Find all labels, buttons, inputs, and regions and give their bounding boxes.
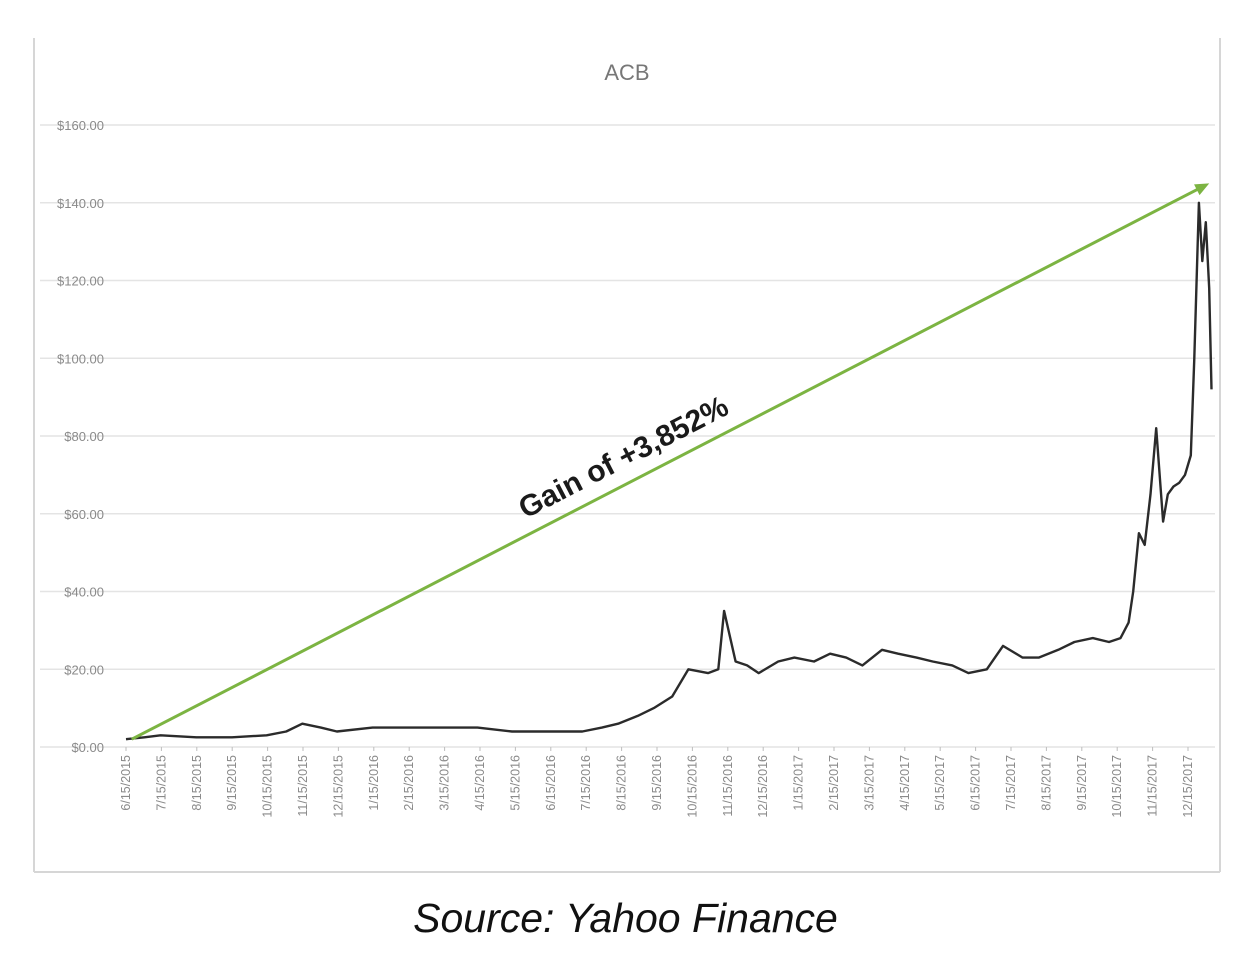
trend-line	[131, 187, 1200, 741]
x-tick-label: 1/15/2016	[367, 755, 381, 811]
x-tick-label: 9/15/2015	[225, 755, 239, 811]
x-tick-label: 7/15/2017	[1004, 755, 1018, 811]
x-tick-labels: 6/15/2015 7/15/2015 8/15/2015 9/15/2015 10/1…	[119, 747, 1195, 818]
x-tick-label: 11/15/2016	[721, 755, 735, 817]
y-tick-label: $140.00	[57, 196, 104, 211]
x-tick-label: 6/15/2017	[969, 755, 983, 811]
x-tick-label: 4/15/2016	[473, 755, 487, 811]
y-tick-label: $20.00	[64, 662, 104, 677]
price-series	[125, 201, 1213, 741]
x-tick-label: 5/15/2017	[933, 755, 947, 811]
x-tick-label: 6/15/2016	[544, 755, 558, 811]
x-tick-label: 8/15/2017	[1039, 755, 1053, 811]
y-tick-label: $60.00	[64, 507, 104, 522]
y-tick-labels: $0.00 $20.00 $40.00 $60.00 $80.00 $100.00 $120…	[57, 118, 104, 755]
y-tick-label: $40.00	[64, 585, 104, 600]
x-tick-label: 12/15/2015	[331, 755, 345, 818]
x-tick-label: 7/15/2015	[154, 755, 168, 811]
x-tick-label: 1/15/2017	[792, 755, 806, 811]
y-tick-label: $100.00	[57, 351, 104, 366]
x-tick-label: 10/15/2016	[685, 755, 699, 818]
x-tick-label: 9/15/2016	[650, 755, 664, 811]
chart-frame: $0.00 $20.00 $40.00 $60.00 $80.00 $100.00 $120…	[0, 0, 1251, 890]
y-tick-label: $160.00	[57, 118, 104, 133]
x-tick-label: 11/15/2015	[296, 755, 310, 817]
y-tick-label: $0.00	[71, 740, 104, 755]
x-tick-label: 10/15/2015	[261, 755, 275, 818]
x-tick-label: 5/15/2016	[508, 755, 522, 811]
y-tick-label: $80.00	[64, 429, 104, 444]
trend-arrowhead	[1194, 183, 1210, 196]
price-line	[125, 201, 1213, 741]
x-tick-label: 11/15/2017	[1146, 755, 1160, 817]
trend-arrow	[131, 183, 1210, 741]
x-tick-label: 6/15/2015	[119, 755, 133, 811]
x-tick-label: 7/15/2016	[579, 755, 593, 811]
y-tick-label: $120.00	[57, 274, 104, 289]
chart-svg: $0.00 $20.00 $40.00 $60.00 $80.00 $100.00 $120…	[0, 0, 1251, 890]
x-tick-label: 12/15/2016	[756, 755, 770, 818]
chart-background	[0, 0, 1251, 890]
source-caption: Source: Yahoo Finance	[413, 895, 838, 941]
x-tick-label: 2/15/2017	[827, 755, 841, 811]
x-tick-label: 10/15/2017	[1110, 755, 1124, 818]
chart-title: ACB	[604, 60, 649, 85]
x-tick-label: 3/15/2017	[862, 755, 876, 811]
x-tick-label: 8/15/2016	[615, 755, 629, 811]
x-tick-label: 3/15/2016	[438, 755, 452, 811]
x-tick-label: 12/15/2017	[1181, 755, 1195, 818]
x-tick-label: 9/15/2017	[1075, 755, 1089, 811]
x-tick-label: 4/15/2017	[898, 755, 912, 811]
x-tick-label: 8/15/2015	[190, 755, 204, 811]
x-tick-label: 2/15/2016	[402, 755, 416, 811]
